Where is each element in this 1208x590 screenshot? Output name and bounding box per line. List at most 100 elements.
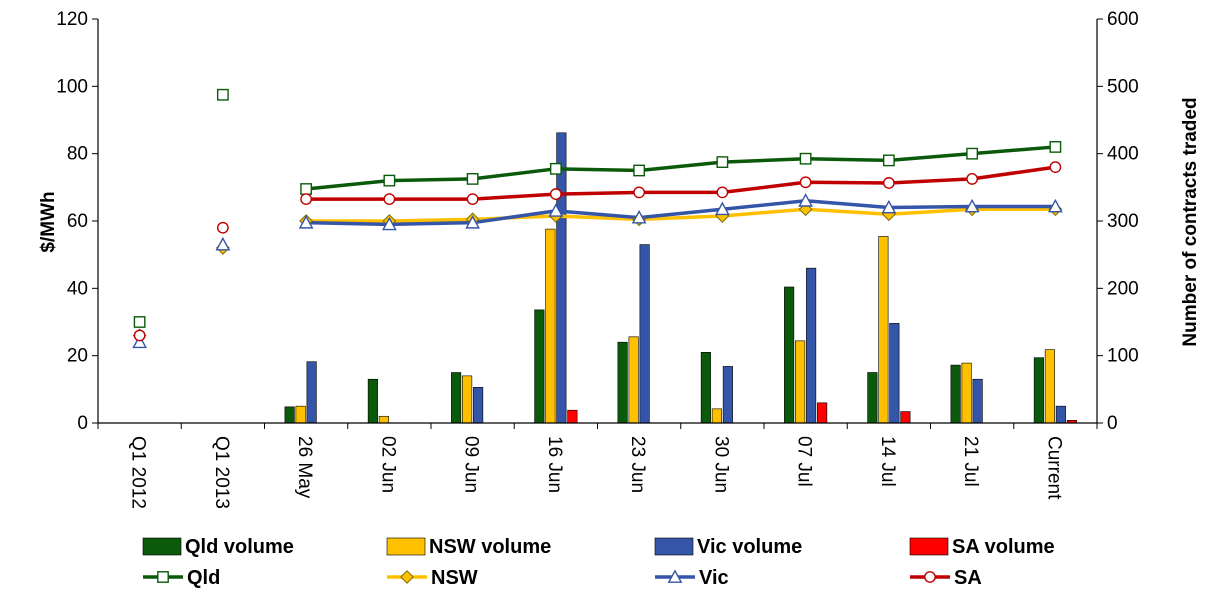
bar-nsw-volume (711, 408, 722, 424)
point-vic (215, 236, 231, 251)
line-qld (305, 145, 1056, 191)
y2-tick-label: 500 (1107, 76, 1139, 97)
point-sa (799, 176, 812, 189)
x-tick-label: Q1 2012 (128, 436, 149, 509)
legend-swatch-qld-volume (142, 537, 182, 556)
y2-tick-label: 600 (1107, 9, 1139, 30)
bar-vic-volume (889, 323, 900, 424)
legend-swatch-sa-volume (909, 537, 949, 556)
line-vic (306, 199, 1056, 227)
bar-sa-volume (567, 409, 578, 424)
bar-vic-volume (1055, 405, 1066, 424)
point-sa (716, 186, 729, 199)
bar-vic-volume (306, 361, 317, 424)
point-vic (298, 215, 314, 229)
point-sa (882, 177, 895, 189)
point-sa (1049, 161, 1062, 174)
x-tick-label: 02 Jun (377, 436, 398, 493)
point-vic (631, 209, 647, 224)
legend-label: NSW (431, 567, 478, 589)
point-qld (216, 88, 229, 101)
y2-tick-label: 0 (1107, 413, 1118, 434)
point-sa (383, 193, 396, 206)
bar-sa-volume (817, 402, 828, 424)
point-vic (798, 193, 814, 207)
point-sa (133, 329, 146, 342)
y-tick-label: 80 (67, 144, 88, 165)
point-vic (132, 334, 148, 349)
bar-nsw-volume (878, 236, 889, 424)
bar-nsw-volume (295, 405, 306, 424)
bar-nsw-volume (462, 375, 473, 424)
axes: 0 20 40 60 80 100 120 0 100 200 300 400 500 600 Q1 201… (56, 9, 1138, 509)
bar-qld-volume (950, 364, 961, 424)
bar-qld-volume (534, 309, 545, 424)
x-tick-label: 23 Jun (627, 436, 648, 493)
point-qld (966, 147, 979, 160)
x-tick-label: 07 Jul (794, 436, 815, 487)
point-qld (716, 156, 729, 168)
bar-vic-volume (806, 267, 817, 424)
bar-qld-volume (451, 372, 462, 424)
legend-swatch-vic-volume (654, 537, 694, 556)
legend-marker-nsw (400, 570, 414, 584)
legend-marker-qld (157, 571, 169, 583)
point-qld (1049, 141, 1062, 153)
point-vic (714, 201, 730, 216)
x-tick-label: Q1 2013 (211, 436, 232, 509)
y-tick-label: 100 (56, 76, 88, 97)
point-sa (633, 186, 646, 199)
legend-label: Vic (699, 567, 729, 589)
point-vic (465, 215, 481, 229)
legend-marker-sa (924, 571, 936, 583)
point-qld (633, 164, 646, 177)
point-vic (1047, 198, 1063, 213)
point-sa (216, 221, 229, 234)
y2-tick-label: 200 (1107, 278, 1139, 299)
x-tick-label: Current (1043, 436, 1064, 500)
point-qld (799, 152, 812, 165)
point-vic (381, 216, 397, 231)
y-tick-label: 0 (77, 413, 88, 434)
legend-label: Vic volume (697, 536, 802, 558)
bar-nsw-volume (545, 228, 556, 424)
bar-nsw-volume (1044, 349, 1055, 424)
x-tick-label: 16 Jun (544, 436, 565, 493)
y-tick-label: 120 (56, 9, 88, 30)
y-tick-label: 20 (67, 346, 88, 367)
legend-label: Qld volume (185, 536, 294, 558)
bar-nsw-volume (628, 336, 639, 424)
x-tick-label: 14 Jul (877, 436, 898, 487)
point-sa (300, 193, 313, 206)
point-sa (466, 193, 479, 206)
bar-sa-volume (900, 411, 911, 424)
bar-vic-volume (556, 132, 567, 424)
bar-qld-volume (367, 378, 378, 424)
legend-swatch-nsw-volume (386, 537, 426, 556)
bar-qld-volume (784, 286, 795, 424)
legend: Qld volume NSW volume Vic volume SA volume Q… (142, 536, 1055, 589)
point-vic (964, 198, 980, 213)
legend-label: NSW volume (429, 536, 551, 558)
x-tick-label: 21 Jul (960, 436, 981, 487)
bar-vic-volume (473, 387, 484, 424)
legend-label: Qld (187, 567, 220, 589)
point-qld (882, 154, 895, 167)
legend-label: SA (954, 567, 982, 589)
y2-tick-label: 100 (1107, 346, 1139, 367)
x-tick-label: 09 Jun (461, 436, 482, 493)
point-qld (300, 183, 313, 195)
bar-vic-volume (972, 378, 983, 424)
point-qld (549, 162, 562, 175)
y2-tick-label: 300 (1107, 211, 1139, 232)
bar-qld-volume (284, 406, 295, 424)
bar-vic-volume (639, 244, 650, 424)
y2-axis-title: Number of contracts traded (1180, 97, 1201, 346)
x-tick-label: 30 Jun (710, 436, 731, 493)
y-axis-title: $/MWh (38, 191, 59, 252)
point-vic (881, 199, 897, 214)
bar-nsw-volume (961, 362, 972, 424)
bar-nsw-volume (378, 415, 389, 424)
bar-vic-volume (722, 366, 733, 424)
